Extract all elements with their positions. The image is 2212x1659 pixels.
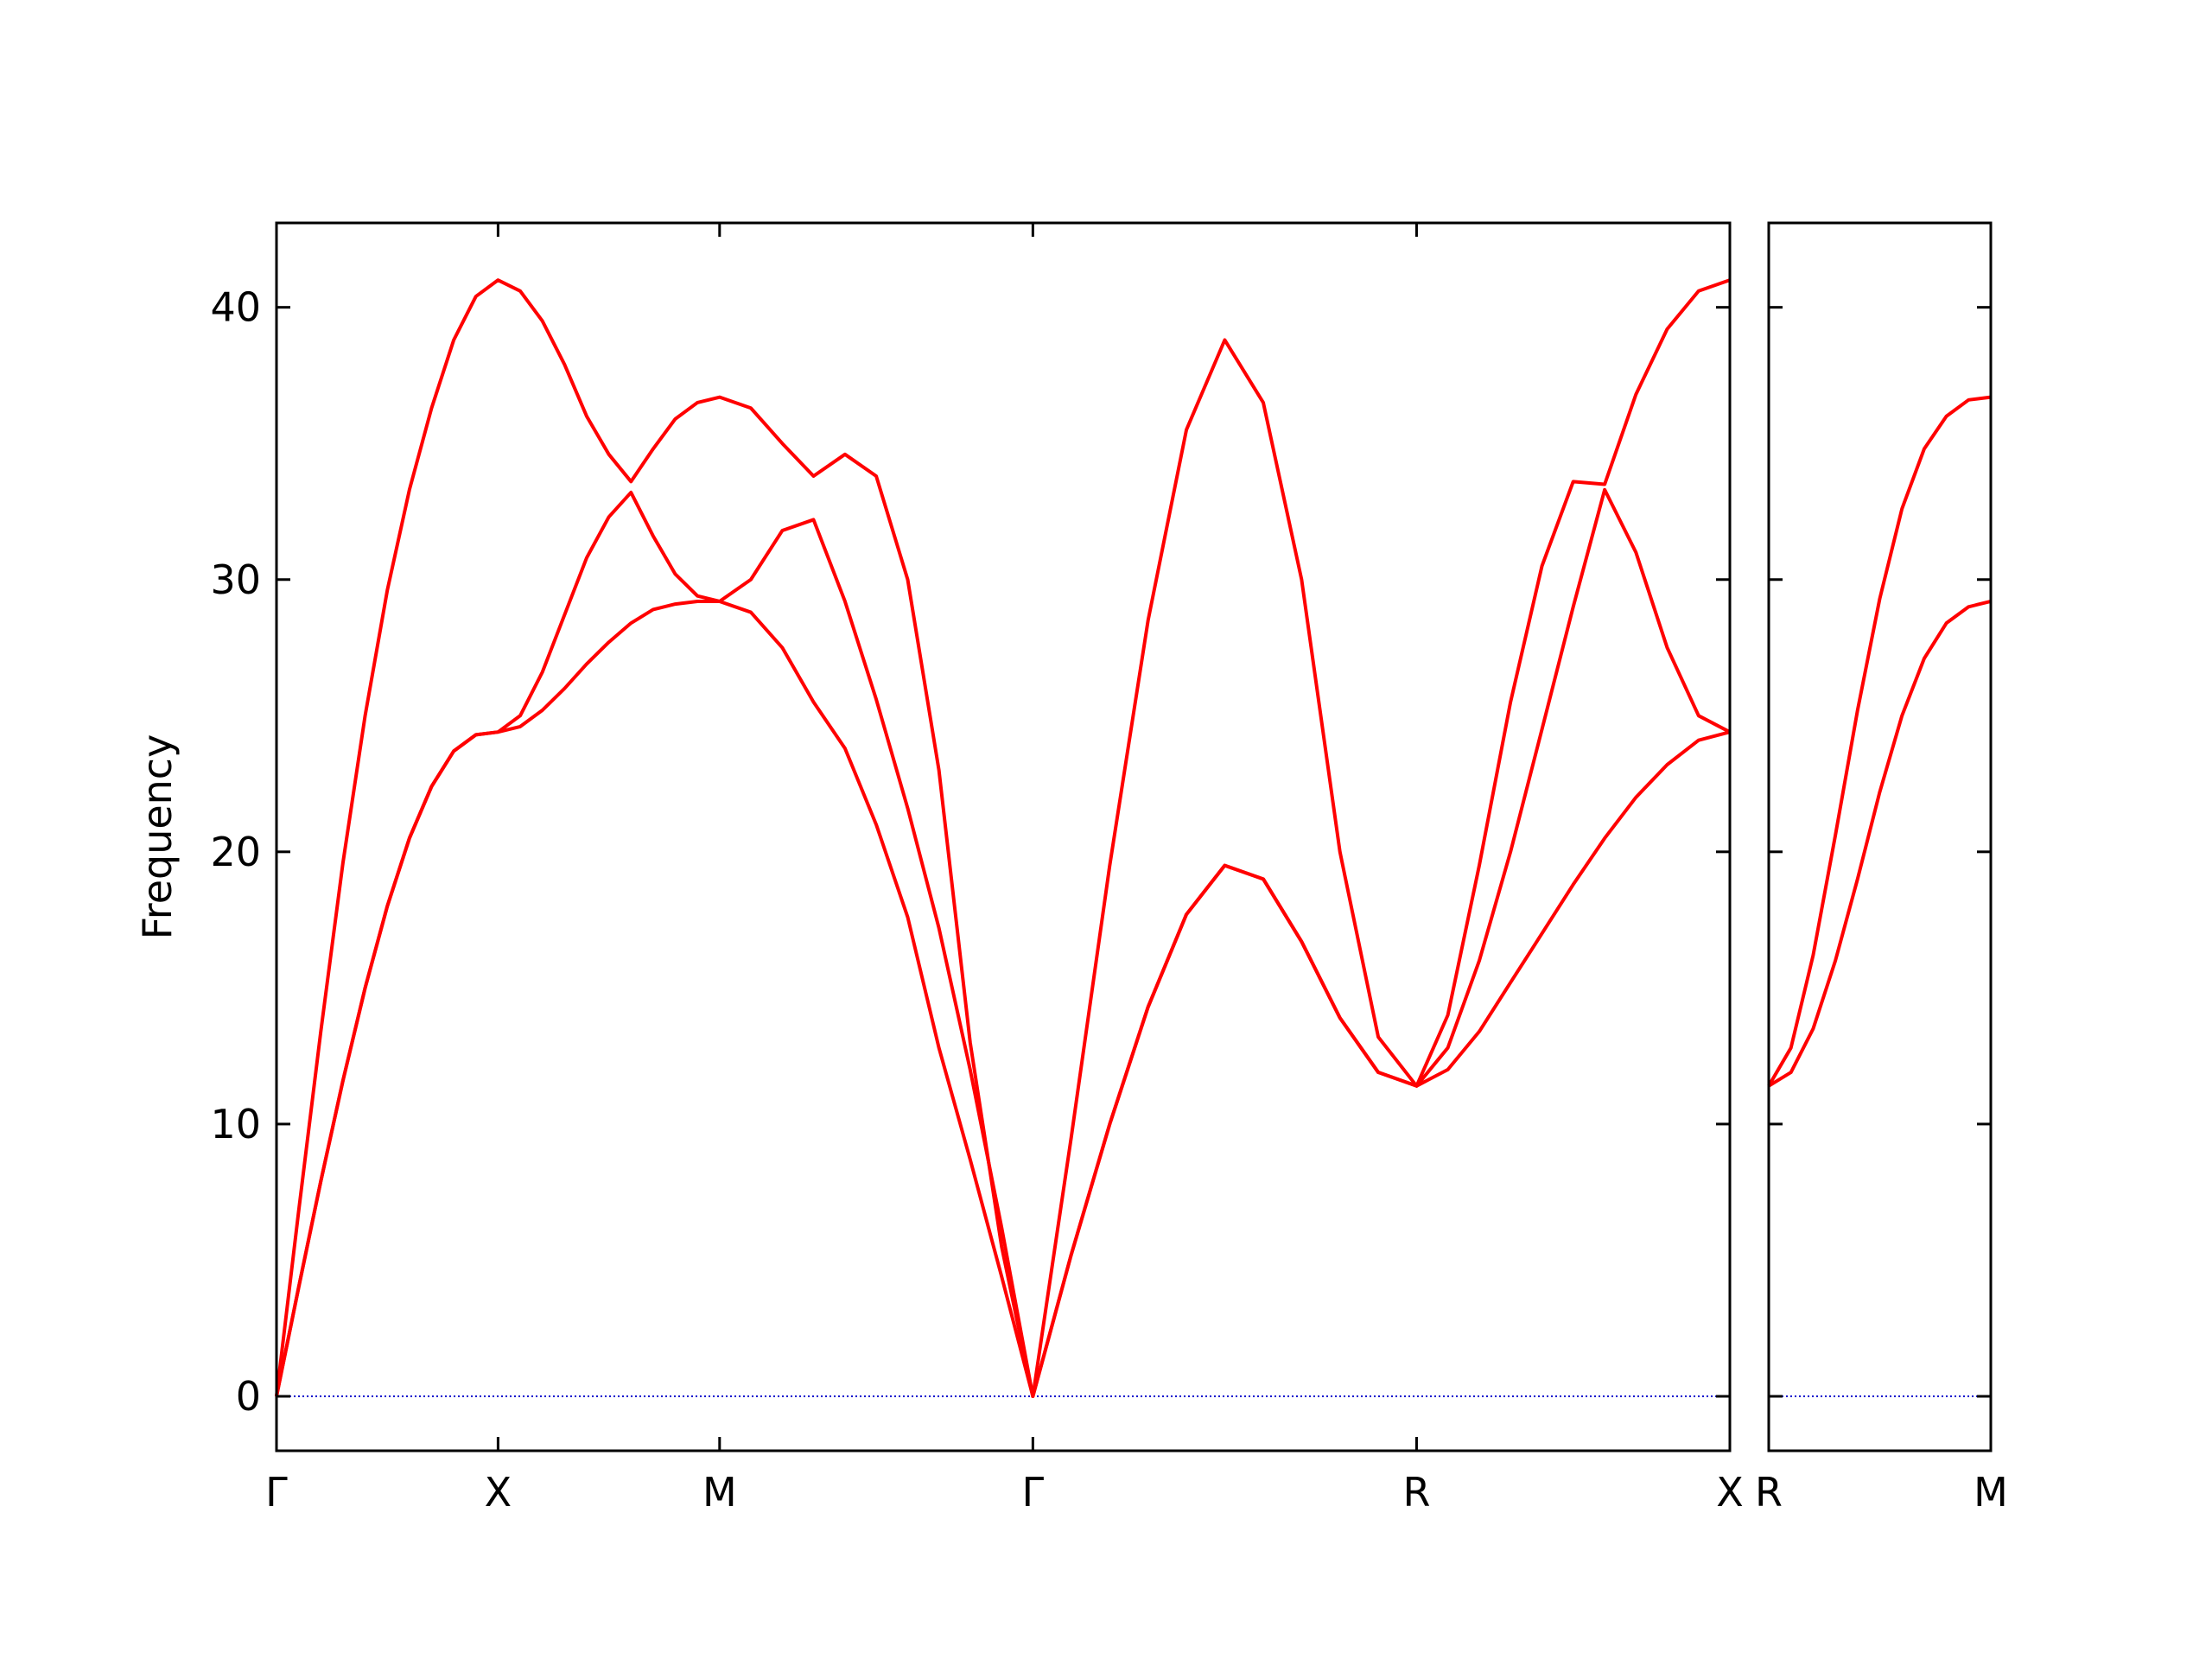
y-axis-label: Frequency xyxy=(134,734,181,940)
y-tick-label: 20 xyxy=(210,829,261,875)
y-tick-label: 40 xyxy=(210,284,261,331)
x-tick-label: M xyxy=(1974,1469,2008,1516)
band-line xyxy=(275,278,1731,1398)
x-tick-label: M xyxy=(702,1469,737,1516)
y-tick-label: 30 xyxy=(210,556,261,603)
band-line xyxy=(1767,395,1992,1087)
x-tick-label: Γ xyxy=(265,1469,288,1516)
band-line xyxy=(275,599,1731,1398)
axes-frame xyxy=(1767,221,1993,1452)
y-tick-label: 10 xyxy=(210,1101,261,1147)
x-tick-label: X xyxy=(1716,1469,1744,1516)
y-tick-label: 0 xyxy=(236,1373,261,1420)
x-tick-label: Γ xyxy=(1022,1469,1045,1516)
x-tick-label: R xyxy=(1402,1469,1430,1516)
band-line xyxy=(1767,600,1992,1088)
band-line xyxy=(275,487,1731,1398)
x-tick-label: R xyxy=(1755,1469,1783,1516)
x-tick-label: X xyxy=(485,1469,512,1516)
axes-frame xyxy=(275,221,1732,1452)
